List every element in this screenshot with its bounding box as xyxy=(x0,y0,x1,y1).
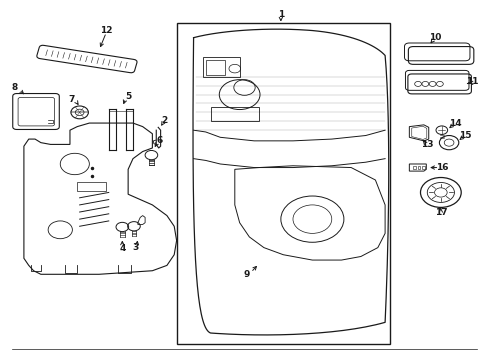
Text: 1: 1 xyxy=(277,10,284,19)
Text: 15: 15 xyxy=(458,131,470,140)
Text: 2: 2 xyxy=(161,116,167,125)
Bar xyxy=(77,182,106,191)
Text: 14: 14 xyxy=(448,119,461,128)
Text: 7: 7 xyxy=(68,95,75,104)
Text: 16: 16 xyxy=(435,163,447,172)
Bar xyxy=(421,166,424,169)
Bar xyxy=(203,57,239,77)
Text: 13: 13 xyxy=(420,140,432,149)
Bar xyxy=(417,166,420,169)
Text: 3: 3 xyxy=(132,243,138,252)
Text: 12: 12 xyxy=(100,26,112,35)
Bar xyxy=(412,166,415,169)
Text: 5: 5 xyxy=(125,92,131,101)
Bar xyxy=(205,60,224,75)
Text: 10: 10 xyxy=(428,33,440,42)
Bar xyxy=(210,107,259,121)
Text: 4: 4 xyxy=(119,244,125,253)
Text: 8: 8 xyxy=(11,83,17,92)
Bar xyxy=(176,23,389,344)
Text: 17: 17 xyxy=(434,208,446,217)
Text: 11: 11 xyxy=(465,77,478,86)
Text: 6: 6 xyxy=(156,136,163,145)
Text: 9: 9 xyxy=(243,270,249,279)
